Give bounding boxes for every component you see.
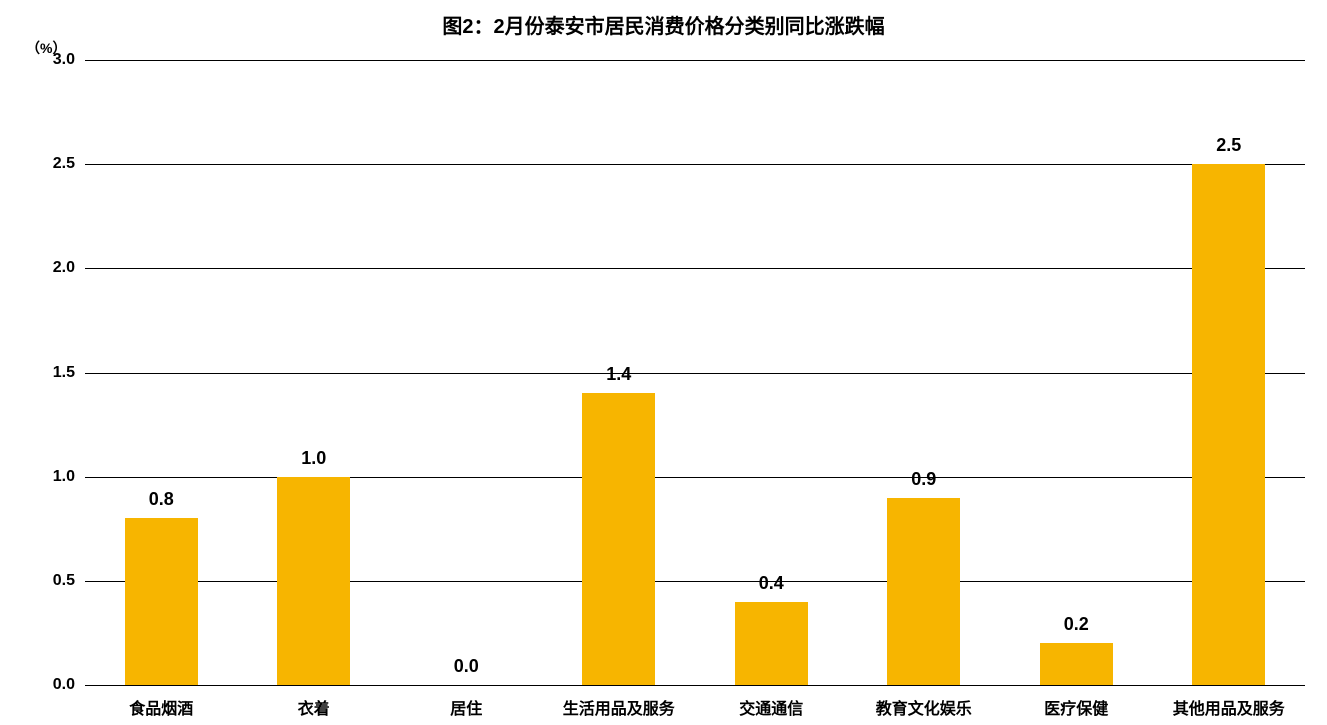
bar — [735, 602, 808, 685]
y-tick-label: 0.5 — [30, 572, 75, 590]
bar-value-label: 0.8 — [149, 489, 174, 510]
bar-value-label: 2.5 — [1216, 135, 1241, 156]
y-tick-label: 0.0 — [30, 676, 75, 694]
bar-value-label: 1.0 — [301, 448, 326, 469]
gridline — [85, 164, 1305, 165]
x-tick-label: 衣着 — [298, 695, 330, 719]
bar-value-label: 0.9 — [911, 469, 936, 490]
gridline — [85, 60, 1305, 61]
chart-title: 图2：2月份泰安市居民消费价格分类别同比涨跌幅 — [0, 10, 1327, 39]
plot-area: 0.00.51.01.52.02.53.00.8食品烟酒1.0衣着0.0居住1.… — [85, 60, 1305, 685]
y-tick-label: 2.0 — [30, 259, 75, 277]
x-tick-label: 生活用品及服务 — [563, 695, 675, 719]
bar-value-label: 1.4 — [606, 364, 631, 385]
gridline — [85, 477, 1305, 478]
y-tick-label: 1.5 — [30, 364, 75, 382]
x-tick-label: 食品烟酒 — [129, 695, 193, 719]
bar — [582, 393, 655, 685]
bar-value-label: 0.4 — [759, 573, 784, 594]
y-tick-label: 2.5 — [30, 155, 75, 173]
gridline — [85, 685, 1305, 686]
gridline — [85, 373, 1305, 374]
bar — [1040, 643, 1113, 685]
bar — [887, 498, 960, 686]
x-tick-label: 居住 — [450, 695, 482, 719]
bar — [277, 477, 350, 685]
x-tick-label: 医疗保健 — [1044, 695, 1108, 719]
gridline — [85, 268, 1305, 269]
x-tick-label: 教育文化娱乐 — [876, 695, 972, 719]
x-tick-label: 交通通信 — [739, 695, 803, 719]
x-tick-label: 其他用品及服务 — [1173, 695, 1285, 719]
gridline — [85, 581, 1305, 582]
bar — [1192, 164, 1265, 685]
bar-value-label: 0.2 — [1064, 614, 1089, 635]
y-tick-label: 1.0 — [30, 468, 75, 486]
bar — [125, 518, 198, 685]
y-tick-label: 3.0 — [30, 51, 75, 69]
bar-value-label: 0.0 — [454, 656, 479, 677]
